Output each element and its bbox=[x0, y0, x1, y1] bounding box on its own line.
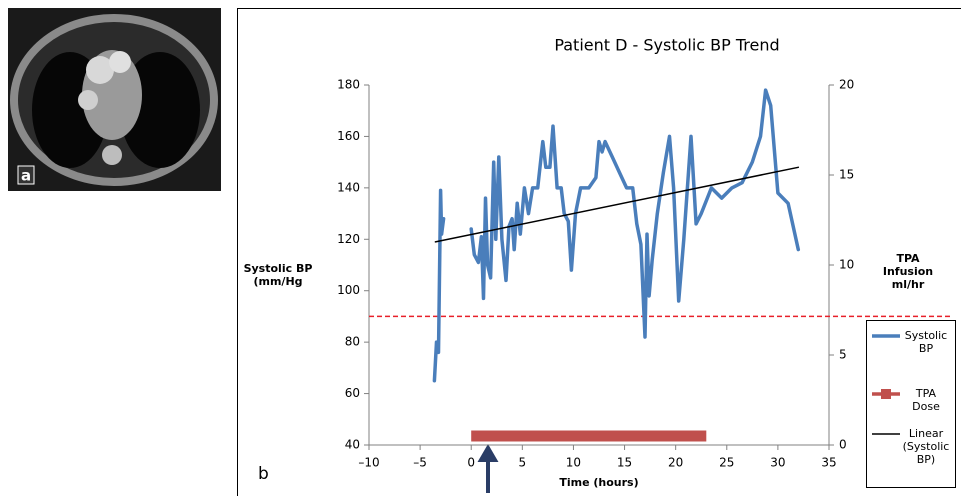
y-axis-label: Systolic BP (mm/Hg bbox=[238, 262, 318, 288]
series-line bbox=[434, 90, 798, 381]
y2-axis-label: TPA Infusion ml/hr bbox=[870, 252, 946, 291]
x-tick-label: –10 bbox=[358, 456, 379, 470]
x-tick-label: 5 bbox=[519, 456, 527, 470]
x-tick-label: 20 bbox=[668, 456, 683, 470]
chart: a Patient D - Systolic BP Trend b Time (… bbox=[0, 0, 961, 496]
y2-tick-label: 5 bbox=[839, 348, 847, 362]
legend-swatch bbox=[871, 427, 901, 441]
legend-entry: Systolic BP bbox=[871, 329, 955, 355]
x-tick-label: –5 bbox=[413, 456, 427, 470]
y-tick-label: 140 bbox=[337, 180, 360, 194]
legend-entry: Linear (Systolic BP) bbox=[871, 427, 955, 466]
y-tick-label: 60 bbox=[345, 386, 360, 400]
swatch-marker bbox=[881, 389, 891, 399]
chart-title: Patient D - Systolic BP Trend bbox=[554, 36, 779, 55]
image-label: a bbox=[21, 167, 31, 185]
legend-swatch bbox=[871, 329, 901, 343]
legend-label: Systolic BP bbox=[901, 329, 951, 355]
x-tick-label: 0 bbox=[467, 456, 475, 470]
y2-tick-label: 15 bbox=[839, 168, 854, 182]
legend-label: Linear (Systolic BP) bbox=[901, 427, 951, 466]
x-axis-label: Time (hours) bbox=[559, 476, 638, 489]
ct-image: a bbox=[8, 8, 221, 191]
legend-entry: TPA Dose bbox=[871, 387, 955, 413]
x-tick-label: 30 bbox=[770, 456, 785, 470]
x-tick-label: 15 bbox=[617, 456, 632, 470]
x-tick-label: 35 bbox=[821, 456, 836, 470]
y-tick-label: 40 bbox=[345, 438, 360, 452]
legend: Systolic BP TPA Dose Linear (Systolic BP) bbox=[866, 320, 956, 488]
y2-tick-label: 0 bbox=[839, 438, 847, 452]
x-tick-label: 25 bbox=[719, 456, 734, 470]
y-tick-label: 160 bbox=[337, 129, 360, 143]
legend-label: TPA Dose bbox=[901, 387, 951, 413]
trend-line bbox=[435, 167, 798, 242]
legend-swatch bbox=[871, 387, 901, 401]
y-tick-label: 100 bbox=[337, 283, 360, 297]
x-tick-label: 10 bbox=[566, 456, 581, 470]
arrow bbox=[481, 448, 495, 493]
y2-tick-label: 20 bbox=[839, 78, 854, 92]
y-tick-label: 120 bbox=[337, 232, 360, 246]
panel-label: b bbox=[258, 464, 269, 484]
y-tick-label: 180 bbox=[337, 78, 360, 92]
page: a Patient D - Systolic BP Trend b Time (… bbox=[0, 0, 961, 496]
y-tick-label: 80 bbox=[345, 335, 360, 349]
y2-tick-label: 10 bbox=[839, 258, 854, 272]
